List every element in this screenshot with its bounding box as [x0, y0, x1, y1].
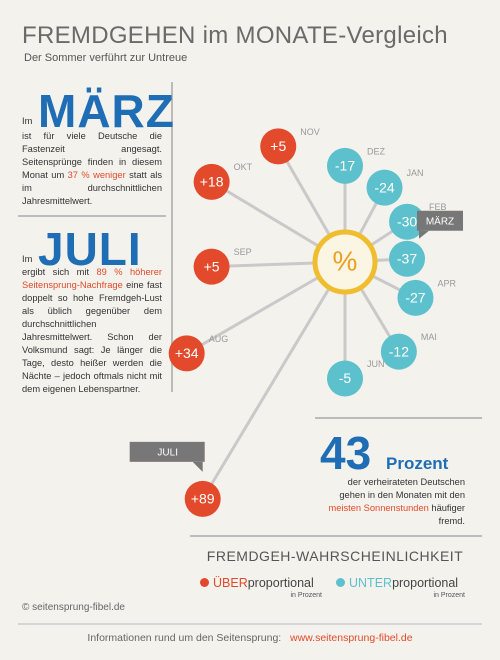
callout-label: JULI: [157, 447, 178, 458]
bubble: [327, 147, 363, 184]
bubble: [260, 128, 297, 165]
legend-text: proportional: [392, 576, 459, 590]
legend-note: in Prozent: [290, 592, 322, 599]
copyright: © seitensprung-fibel.de: [22, 602, 125, 613]
bubble: [380, 333, 417, 370]
fact-number: 43: [320, 427, 372, 479]
legend-title: FREMDGEH-WAHRSCHEINLICHKEIT: [206, 548, 464, 564]
bubble: [389, 203, 426, 240]
legend-emph: ÜBER: [213, 576, 248, 590]
fact-unit: Prozent: [386, 454, 449, 473]
value-label: +34: [175, 345, 199, 361]
im: Im: [22, 116, 33, 126]
text: ergibt sich mit: [22, 267, 97, 277]
month-label: JUN: [367, 359, 385, 369]
bubble: [327, 360, 363, 397]
value-label: -12: [389, 343, 409, 359]
highlight: 37 % weniger: [67, 170, 126, 180]
spoke: [201, 261, 347, 500]
bubble: [397, 279, 434, 316]
value-label: -37: [397, 250, 417, 266]
center-label: %: [333, 245, 358, 276]
text: statt als im durchschnittlichen Jahresmi…: [22, 170, 162, 206]
bubble: [184, 480, 221, 517]
value-label: -17: [335, 158, 355, 174]
footer: Informationen rund um den Seitensprung: …: [0, 632, 500, 644]
month-label: AUG: [209, 334, 229, 344]
month-label: JAN: [407, 168, 424, 178]
month-label: DEZ: [367, 146, 386, 156]
bubble: [389, 240, 426, 277]
month-label: SEP: [234, 247, 252, 257]
callout-box: [417, 210, 464, 231]
legend-dot: [200, 578, 209, 587]
footer-link[interactable]: www.seitensprung-fibel.de: [289, 632, 413, 644]
month-label: APR: [437, 278, 456, 288]
heading: JULI: [38, 223, 142, 275]
highlight: meisten Sonnenstunden: [328, 503, 429, 513]
value-label: -24: [374, 179, 394, 195]
paragraph: ergibt sich mit 89 % höherer Seitensprun…: [22, 266, 162, 396]
bubble: [168, 335, 205, 372]
legend-item: UNTERproportional: [336, 576, 458, 590]
paragraph: ist für viele Deutsche die Fastenzeit an…: [22, 130, 162, 208]
legend-item: ÜBERproportional: [200, 576, 314, 590]
month-label: NOV: [300, 127, 320, 137]
title: FREMDGEHEN im MONATE-Vergleich: [22, 22, 448, 49]
center-ring: [312, 229, 378, 295]
month-label: OKT: [234, 162, 253, 172]
highlight: 89 % höherer Seitensprung-Nachfrage: [22, 267, 162, 290]
callout-pointer: [192, 461, 203, 472]
value-label: +18: [200, 174, 224, 190]
value-label: +89: [191, 491, 215, 507]
value-label: +5: [204, 258, 220, 274]
value-label: -30: [397, 213, 417, 229]
bubble: [193, 163, 230, 200]
legend-dot: [336, 578, 345, 587]
text: eine fast doppelt so hohe Fremdgeh-Lust …: [22, 280, 162, 394]
value-label: -27: [405, 290, 425, 306]
text: der verheirateten Deutschen gehen in den…: [339, 477, 465, 500]
heading: MÄRZ: [38, 85, 175, 137]
month-label: MAI: [421, 332, 437, 342]
callout-box: [129, 441, 205, 462]
callout-label: MÄRZ: [426, 215, 454, 227]
legend-text: proportional: [247, 576, 314, 590]
im: Im: [22, 254, 33, 264]
month-label: FEB: [429, 202, 447, 212]
value-label: +5: [270, 138, 286, 154]
legend-emph: UNTER: [349, 576, 393, 590]
paragraph: der verheirateten Deutschen gehen in den…: [322, 476, 465, 528]
footer-text: Informationen rund um den Seitensprung:: [87, 632, 282, 644]
subtitle: Der Sommer verführt zur Untreue: [24, 52, 188, 64]
callout-pointer: [419, 230, 430, 239]
text: ist für viele Deutsche die Fastenzeit an…: [22, 131, 162, 180]
bubble: [193, 248, 230, 285]
text: häufiger fremd.: [428, 503, 465, 526]
value-label: -5: [339, 370, 352, 386]
legend-note: in Prozent: [433, 592, 465, 599]
bubble: [366, 169, 403, 206]
